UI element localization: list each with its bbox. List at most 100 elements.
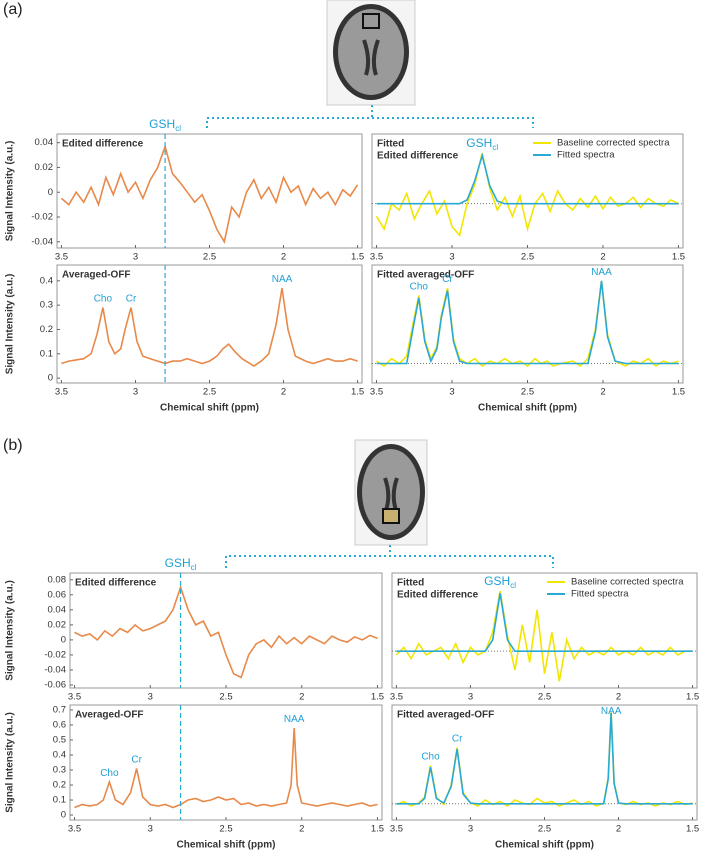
panel-label: (b) [3,437,23,454]
annotation-text: GSH [484,574,510,588]
x-tick-label: 2 [616,692,621,703]
spectrum-line [375,152,679,238]
bracket [225,545,554,568]
x-tick-label: 2 [299,824,304,835]
y-tick-label: 0.1 [40,348,53,359]
annotation: Cr [442,274,453,285]
panel-title: Fitted averaged-OFF [377,270,474,281]
x-axis-label: Chemical shift (ppm) [495,840,594,851]
y-tick-label: 0.6 [53,719,66,730]
panel-title: Fitted averaged-OFF [397,710,494,721]
y-axis-label: Signal Intensity (a.u.) [5,141,16,242]
y-tick-label: 0.7 [53,704,66,715]
annotation: GSHcl [149,117,181,133]
annotation-text: Cho [410,281,429,292]
annotation-text: Cho [100,768,119,779]
y-tick-label: 0.04 [48,604,67,615]
y-tick-label: 0.5 [53,734,66,745]
annotation-text: GSH [466,136,492,150]
x-tick-label: 2 [600,387,605,398]
x-axis-label: Chemical shift (ppm) [160,403,259,414]
x-tick-label: 3 [449,252,454,263]
x-tick-label: 3.5 [390,692,403,703]
y-tick-label: 0.08 [48,574,67,585]
x-tick-label: 2.5 [538,692,551,703]
x-tick-label: 2.5 [219,692,232,703]
annotation-text: Cr [131,754,142,765]
annotation-text: Cho [94,293,113,304]
annotation-subscript: cl [175,124,181,133]
x-tick-label: 2 [616,824,621,835]
y-tick-label: 0.3 [53,765,66,776]
spectrum-line [74,584,378,679]
legend-label: Baseline corrected spectra [557,138,670,149]
annotation-text: GSH [149,117,175,131]
x-axis-label: Chemical shift (ppm) [478,403,577,414]
x-tick-label: 1.5 [351,387,364,398]
panel-title: Fitted [377,139,404,150]
y-tick-label: 0.04 [35,137,54,148]
panel-subtitle: Edited difference [397,590,479,601]
panel-title: Edited difference [75,578,157,589]
y-tick-label: -0.04 [44,664,66,675]
x-tick-label: 1.5 [686,824,699,835]
spectrum-line [61,287,358,367]
x-tick-label: 2 [299,692,304,703]
x-tick-label: 2.5 [521,252,534,263]
x-tick-label: 1.5 [672,387,685,398]
annotation-text: Cho [421,751,440,762]
x-tick-label: 1.5 [686,692,699,703]
x-tick-label: 2 [281,387,286,398]
y-tick-label: 0.4 [40,275,53,286]
annotation: Cho [94,293,113,304]
x-tick-label: 2.5 [219,824,232,835]
annotation-text: GSH [165,556,191,570]
spectrum-line [376,152,679,205]
y-tick-label: 0.02 [35,162,54,173]
y-tick-label: 0.02 [48,619,67,630]
panel-title: Averaged-OFF [62,270,131,281]
x-tick-label: 3.5 [55,387,68,398]
annotation: GSHcl [466,136,498,152]
y-tick-label: 0 [61,634,66,645]
x-tick-label: 3 [449,387,454,398]
y-tick-label: 0.3 [40,300,53,311]
annotation: Cr [452,733,463,744]
y-axis-label: Signal Intensity (a.u.) [5,274,16,375]
annotation-subscript: cl [191,563,197,572]
y-axis-label: Signal Intensity (a.u.) [5,580,16,681]
legend-label: Fitted spectra [557,150,615,161]
x-tick-label: 3.5 [370,252,383,263]
annotation: Cho [100,768,119,779]
plot-area [69,704,383,821]
annotation-text: Cr [452,733,463,744]
annotation: Cho [421,751,440,762]
spectrum-line [376,280,679,365]
legend-label: Fitted spectra [571,589,629,600]
annotation-text: NAA [284,714,305,725]
y-tick-label: 0.2 [53,780,66,791]
plot-area [391,704,698,821]
annotation: NAA [272,274,293,285]
panel-subtitle: Edited difference [377,151,459,162]
spectrum-line [74,727,378,809]
annotation: NAA [284,714,305,725]
x-axis-label: Chemical shift (ppm) [177,840,276,851]
brain-image [354,439,428,546]
annotation: NAA [591,266,612,277]
y-tick-label: 0.4 [53,750,66,761]
x-tick-label: 3.5 [68,692,81,703]
x-tick-label: 3 [133,252,138,263]
spectrum-line [396,712,693,805]
x-tick-label: 3.5 [370,387,383,398]
panel-title: Edited difference [62,139,144,150]
x-tick-label: 3 [468,824,473,835]
y-tick-label: -0.02 [44,649,66,660]
x-tick-label: 1.5 [672,252,685,263]
x-tick-label: 1.5 [351,252,364,263]
plot-area [69,572,383,689]
x-tick-label: 2.5 [538,824,551,835]
x-tick-label: 2 [281,252,286,263]
x-tick-label: 3 [468,692,473,703]
annotation-text: NAA [272,274,293,285]
